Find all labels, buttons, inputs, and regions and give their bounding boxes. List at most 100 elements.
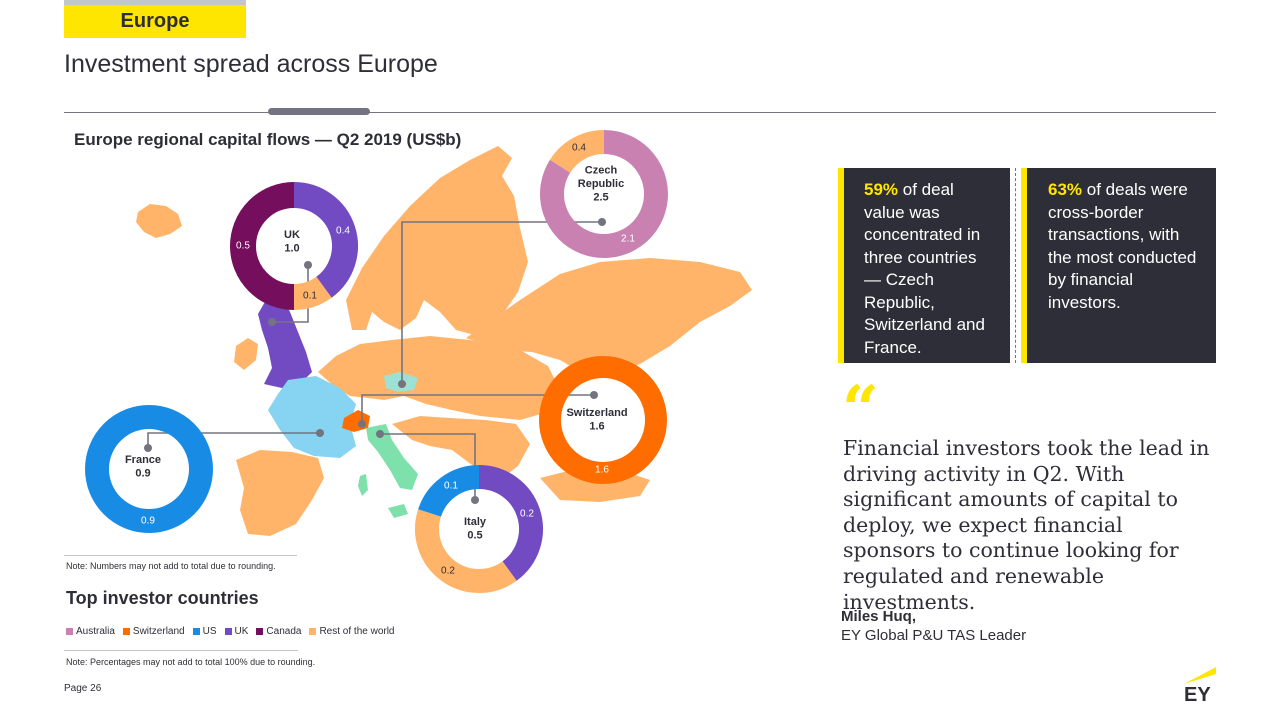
map-region-ireland [234, 338, 258, 370]
slice-label-italy-rest-of-the-world: 0.2 [441, 566, 455, 577]
callout-text: of deal value was concentrated in three … [864, 180, 985, 357]
donut-center-label-uk: UK 1.0 [284, 229, 300, 255]
legend-item-uk: UK [224, 626, 249, 637]
callout-cross-border: 63% of deals were cross-border transacti… [1027, 168, 1216, 363]
ey-logo-beam [1184, 667, 1216, 684]
donut-slice-italy-rest-of-the-world [415, 509, 517, 593]
connector-end-uk [268, 318, 276, 326]
legend-item-switzerland: Switzerland [122, 626, 185, 637]
quote-text: Financial investors took the lead in dri… [843, 436, 1210, 614]
legend-item-rest-of-the-world: Rest of the world [309, 626, 395, 637]
donut-slice-italy-us [418, 465, 480, 518]
connector-czech-republic [401, 221, 602, 384]
legend-label: US [202, 626, 217, 637]
connector-start-czech-republic [598, 218, 606, 226]
connector-france [147, 432, 320, 448]
donut-country-italy: Italy [464, 516, 487, 528]
legend-label: Switzerland [132, 626, 185, 637]
chart-title: Europe regional capital flows — Q2 2019 … [74, 130, 462, 149]
legend-swatch [309, 628, 317, 635]
connector-start-france [144, 444, 152, 452]
callout-percentage: 59% [864, 180, 899, 199]
map-note-rule [64, 555, 297, 556]
donut-slice-france-us [85, 405, 213, 533]
map-region-balkans [392, 416, 530, 480]
donut-center-label-czech-republic: Czech Republic 2.5 [578, 164, 624, 203]
donut-slice-italy-uk [478, 465, 543, 581]
donut-italy: 0.2 0.2 0.1 Italy 0.5 [415, 465, 543, 593]
donut-country-switzerland: Switzerland [566, 407, 627, 419]
ey-logo-text: EY [1184, 684, 1211, 704]
connector-end-switzerland [358, 420, 366, 428]
donut-slice-uk-uk [293, 182, 358, 298]
map-region-east [466, 258, 752, 376]
donut-slice-uk-rest-of-the-world [293, 276, 332, 310]
donut-total-switzerland: 1.6 [589, 421, 604, 433]
slice-label-italy-uk: 0.2 [520, 509, 534, 520]
connector-end-italy [376, 430, 384, 438]
map-region-france [268, 376, 356, 458]
callout-percentage: 63% [1048, 180, 1083, 199]
slice-label-switzerland-switzerland: 1.6 [595, 465, 609, 476]
connector-end-czech-republic [398, 380, 406, 388]
connector-start-uk [304, 261, 312, 269]
donut-country-czech-republic: Republic [578, 178, 624, 190]
section-tag: Europe [64, 0, 246, 38]
legend-label: Rest of the world [319, 626, 395, 637]
donut-center-label-france: France 0.9 [125, 454, 161, 480]
donut-uk: 0.4 0.1 0.5 UK 1.0 [230, 182, 358, 310]
legend-item-canada: Canada [256, 626, 301, 637]
callout-deal-value: 59% of deal value was concentrated in th… [844, 168, 1010, 363]
quote-author-name: Miles Huq, [841, 608, 917, 625]
page-number: Page 26 [64, 683, 102, 694]
callout-accent-bar [838, 168, 844, 363]
ey-logo-icon: EY [1184, 667, 1216, 704]
slice-label-uk-uk: 0.4 [336, 226, 350, 237]
callout-accent-bar [1021, 168, 1027, 363]
slice-label-uk-rest-of-the-world: 0.1 [303, 291, 317, 302]
quote-mark-icon: “ [842, 372, 879, 447]
callout-divider [1015, 168, 1016, 363]
map-region-iberia [236, 450, 324, 536]
slice-label-uk-canada: 0.5 [236, 241, 250, 252]
donut-connectors [147, 221, 602, 500]
legend-note-rule [64, 650, 298, 651]
chart-legend: Australia Switzerland US UK Canada Rest of th… [66, 626, 403, 637]
callout-text: of deals were cross-border transactions,… [1048, 180, 1197, 312]
europe-map [136, 146, 752, 536]
donut-slice-czech-republic-rest-of-the-world [549, 130, 605, 174]
donut-france: 0.9 France 0.9 [85, 405, 213, 533]
connector-end-france [316, 429, 324, 437]
donut-slice-switzerland-switzerland [539, 356, 667, 484]
legend-swatch [256, 628, 264, 635]
quote-author-role: EY Global P&U TAS Leader [841, 627, 1027, 644]
legend-label: UK [234, 626, 249, 637]
header-divider [64, 112, 1216, 113]
legend-note: Note: Percentages may not add to total 1… [66, 657, 316, 667]
legend-swatch [66, 628, 73, 635]
header-divider-accent [268, 108, 370, 115]
map-region-central [318, 336, 560, 420]
donut-total-czech-republic: 2.5 [593, 191, 608, 203]
legend-swatch [224, 628, 232, 635]
slice-label-italy-us: 0.1 [444, 481, 458, 492]
donut-slice-czech-republic-australia [540, 130, 668, 258]
map-region-italy [366, 424, 418, 490]
donut-country-uk: UK [284, 229, 300, 241]
donut-total-france: 0.9 [135, 468, 150, 480]
donut-czech-republic: 2.1 0.4 Czech Republic 2.5 [540, 130, 668, 258]
slice-label-czech-republic-rest-of-the-world: 0.4 [572, 143, 586, 154]
connector-start-switzerland [590, 391, 598, 399]
legend-title: Top investor countries [66, 588, 259, 608]
donut-total-uk: 1.0 [284, 243, 299, 255]
map-region-iceland [136, 204, 182, 238]
donut-total-italy: 0.5 [467, 530, 482, 542]
donut-center-label-switzerland: Switzerland 1.6 [566, 407, 627, 433]
donut-country-france: France [125, 454, 161, 466]
slice-label-czech-republic-australia: 2.1 [621, 234, 635, 245]
connector-start-italy [471, 496, 479, 504]
donut-slice-uk-canada [230, 182, 295, 310]
legend-item-australia: Australia [66, 626, 115, 637]
